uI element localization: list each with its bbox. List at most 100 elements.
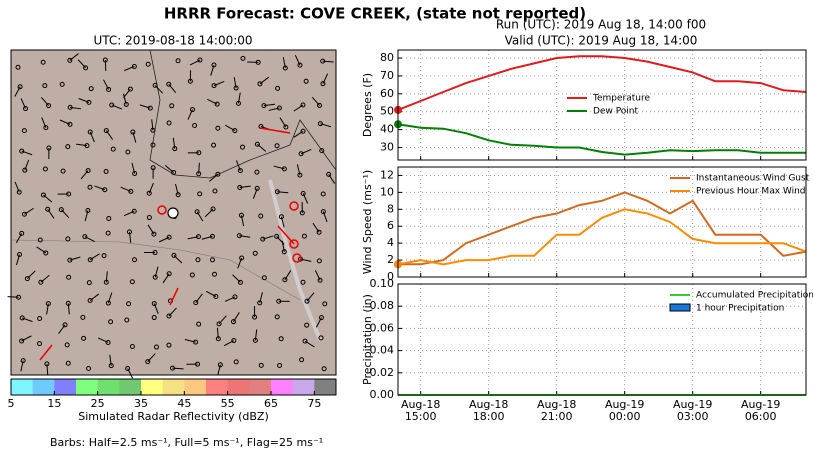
station xyxy=(87,298,93,304)
colorbar-tick-label: 75 xyxy=(307,397,321,410)
wind-barb xyxy=(94,185,105,191)
wind-barb xyxy=(147,224,155,235)
station xyxy=(240,55,246,61)
station xyxy=(232,294,238,300)
station xyxy=(21,128,27,134)
station xyxy=(40,59,46,65)
map-border xyxy=(149,49,337,179)
wind-barb xyxy=(24,207,34,215)
station xyxy=(85,168,91,174)
x-tick-label: 00:00 xyxy=(609,410,641,423)
station xyxy=(129,343,135,349)
wind-barb xyxy=(205,290,217,297)
wind-barb xyxy=(39,127,295,361)
station xyxy=(108,319,114,325)
y-axis-label: Degrees (F) xyxy=(361,73,374,137)
y-tick-label: 12 xyxy=(380,168,394,181)
colorbar-tick-label: 15 xyxy=(47,397,61,410)
station xyxy=(209,233,215,239)
station xyxy=(274,233,280,239)
station xyxy=(214,101,220,107)
station xyxy=(320,191,326,197)
wind-barb xyxy=(122,93,127,105)
wind-barb xyxy=(139,104,151,109)
station xyxy=(212,188,218,194)
station xyxy=(316,258,322,264)
wind-barb xyxy=(70,106,82,110)
station xyxy=(127,86,133,92)
station xyxy=(65,144,71,150)
station xyxy=(260,236,266,242)
station xyxy=(130,129,136,135)
station xyxy=(194,209,200,215)
wind-barb xyxy=(105,271,108,283)
wind-barb xyxy=(154,85,164,94)
station xyxy=(102,187,108,193)
wind-barb xyxy=(43,194,53,203)
station xyxy=(145,61,151,67)
station xyxy=(153,344,159,350)
wind-barb xyxy=(120,186,132,192)
station xyxy=(317,277,323,283)
station xyxy=(320,209,326,215)
y-tick-label: 0.04 xyxy=(370,344,395,357)
wind-barb xyxy=(273,165,285,170)
wind-barb xyxy=(233,77,237,89)
wind-barb xyxy=(189,59,201,66)
wind-barb xyxy=(294,54,301,66)
colorbar-tick-label: 45 xyxy=(177,397,191,410)
x-tick-label: 21:00 xyxy=(541,410,573,423)
wind-barb xyxy=(21,335,32,342)
colorbar-label: Simulated Radar Reflectivity (dBZ) xyxy=(78,410,269,423)
y-tick-label: 0.02 xyxy=(370,366,395,379)
station xyxy=(60,168,66,174)
wind-barb xyxy=(312,222,320,233)
station xyxy=(322,301,328,307)
station xyxy=(151,301,157,307)
station xyxy=(215,171,221,177)
wind-barb xyxy=(284,270,292,280)
colorbar-segment xyxy=(97,379,120,395)
y-tick-label: 8 xyxy=(387,202,394,215)
wind-barb xyxy=(201,235,213,240)
wind-barb xyxy=(22,317,33,323)
run-time: Run (UTC): 2019 Aug 18, 14:00 f00 xyxy=(496,18,706,32)
legend-label: Previous Hour Max Wind xyxy=(696,187,806,197)
station xyxy=(319,148,325,154)
legend-label: 1 hour Precipitation xyxy=(696,304,784,314)
station xyxy=(58,207,64,213)
wind-barb xyxy=(302,193,309,204)
y-tick-label: 0.00 xyxy=(370,388,395,401)
wind-barb xyxy=(148,182,154,194)
wind-barb xyxy=(213,80,225,87)
station xyxy=(46,103,52,109)
stations xyxy=(7,53,336,379)
colorbar-segment xyxy=(32,379,55,395)
station xyxy=(318,315,324,321)
wind-barb xyxy=(147,353,156,362)
wind-barb xyxy=(103,79,110,90)
station xyxy=(209,257,215,263)
station xyxy=(212,271,218,277)
station xyxy=(62,322,68,328)
wind-barb xyxy=(47,208,55,219)
wind-barb xyxy=(128,231,132,243)
station xyxy=(123,101,129,107)
colorbar-segment xyxy=(249,379,272,395)
colorbar-segment xyxy=(76,379,99,395)
wind-barb xyxy=(97,337,109,343)
wind-barb xyxy=(27,270,36,279)
wind-barb xyxy=(196,211,204,222)
station xyxy=(146,215,152,221)
y-tick-label: 0.10 xyxy=(370,277,395,290)
wind-barb xyxy=(168,307,177,317)
wind-barb xyxy=(233,312,240,322)
wind-barb xyxy=(89,131,95,143)
station xyxy=(131,257,137,263)
station xyxy=(197,57,203,63)
station xyxy=(37,341,43,347)
x-tick-label: 18:00 xyxy=(473,410,505,423)
wind-barb xyxy=(293,104,304,112)
station xyxy=(87,257,93,263)
